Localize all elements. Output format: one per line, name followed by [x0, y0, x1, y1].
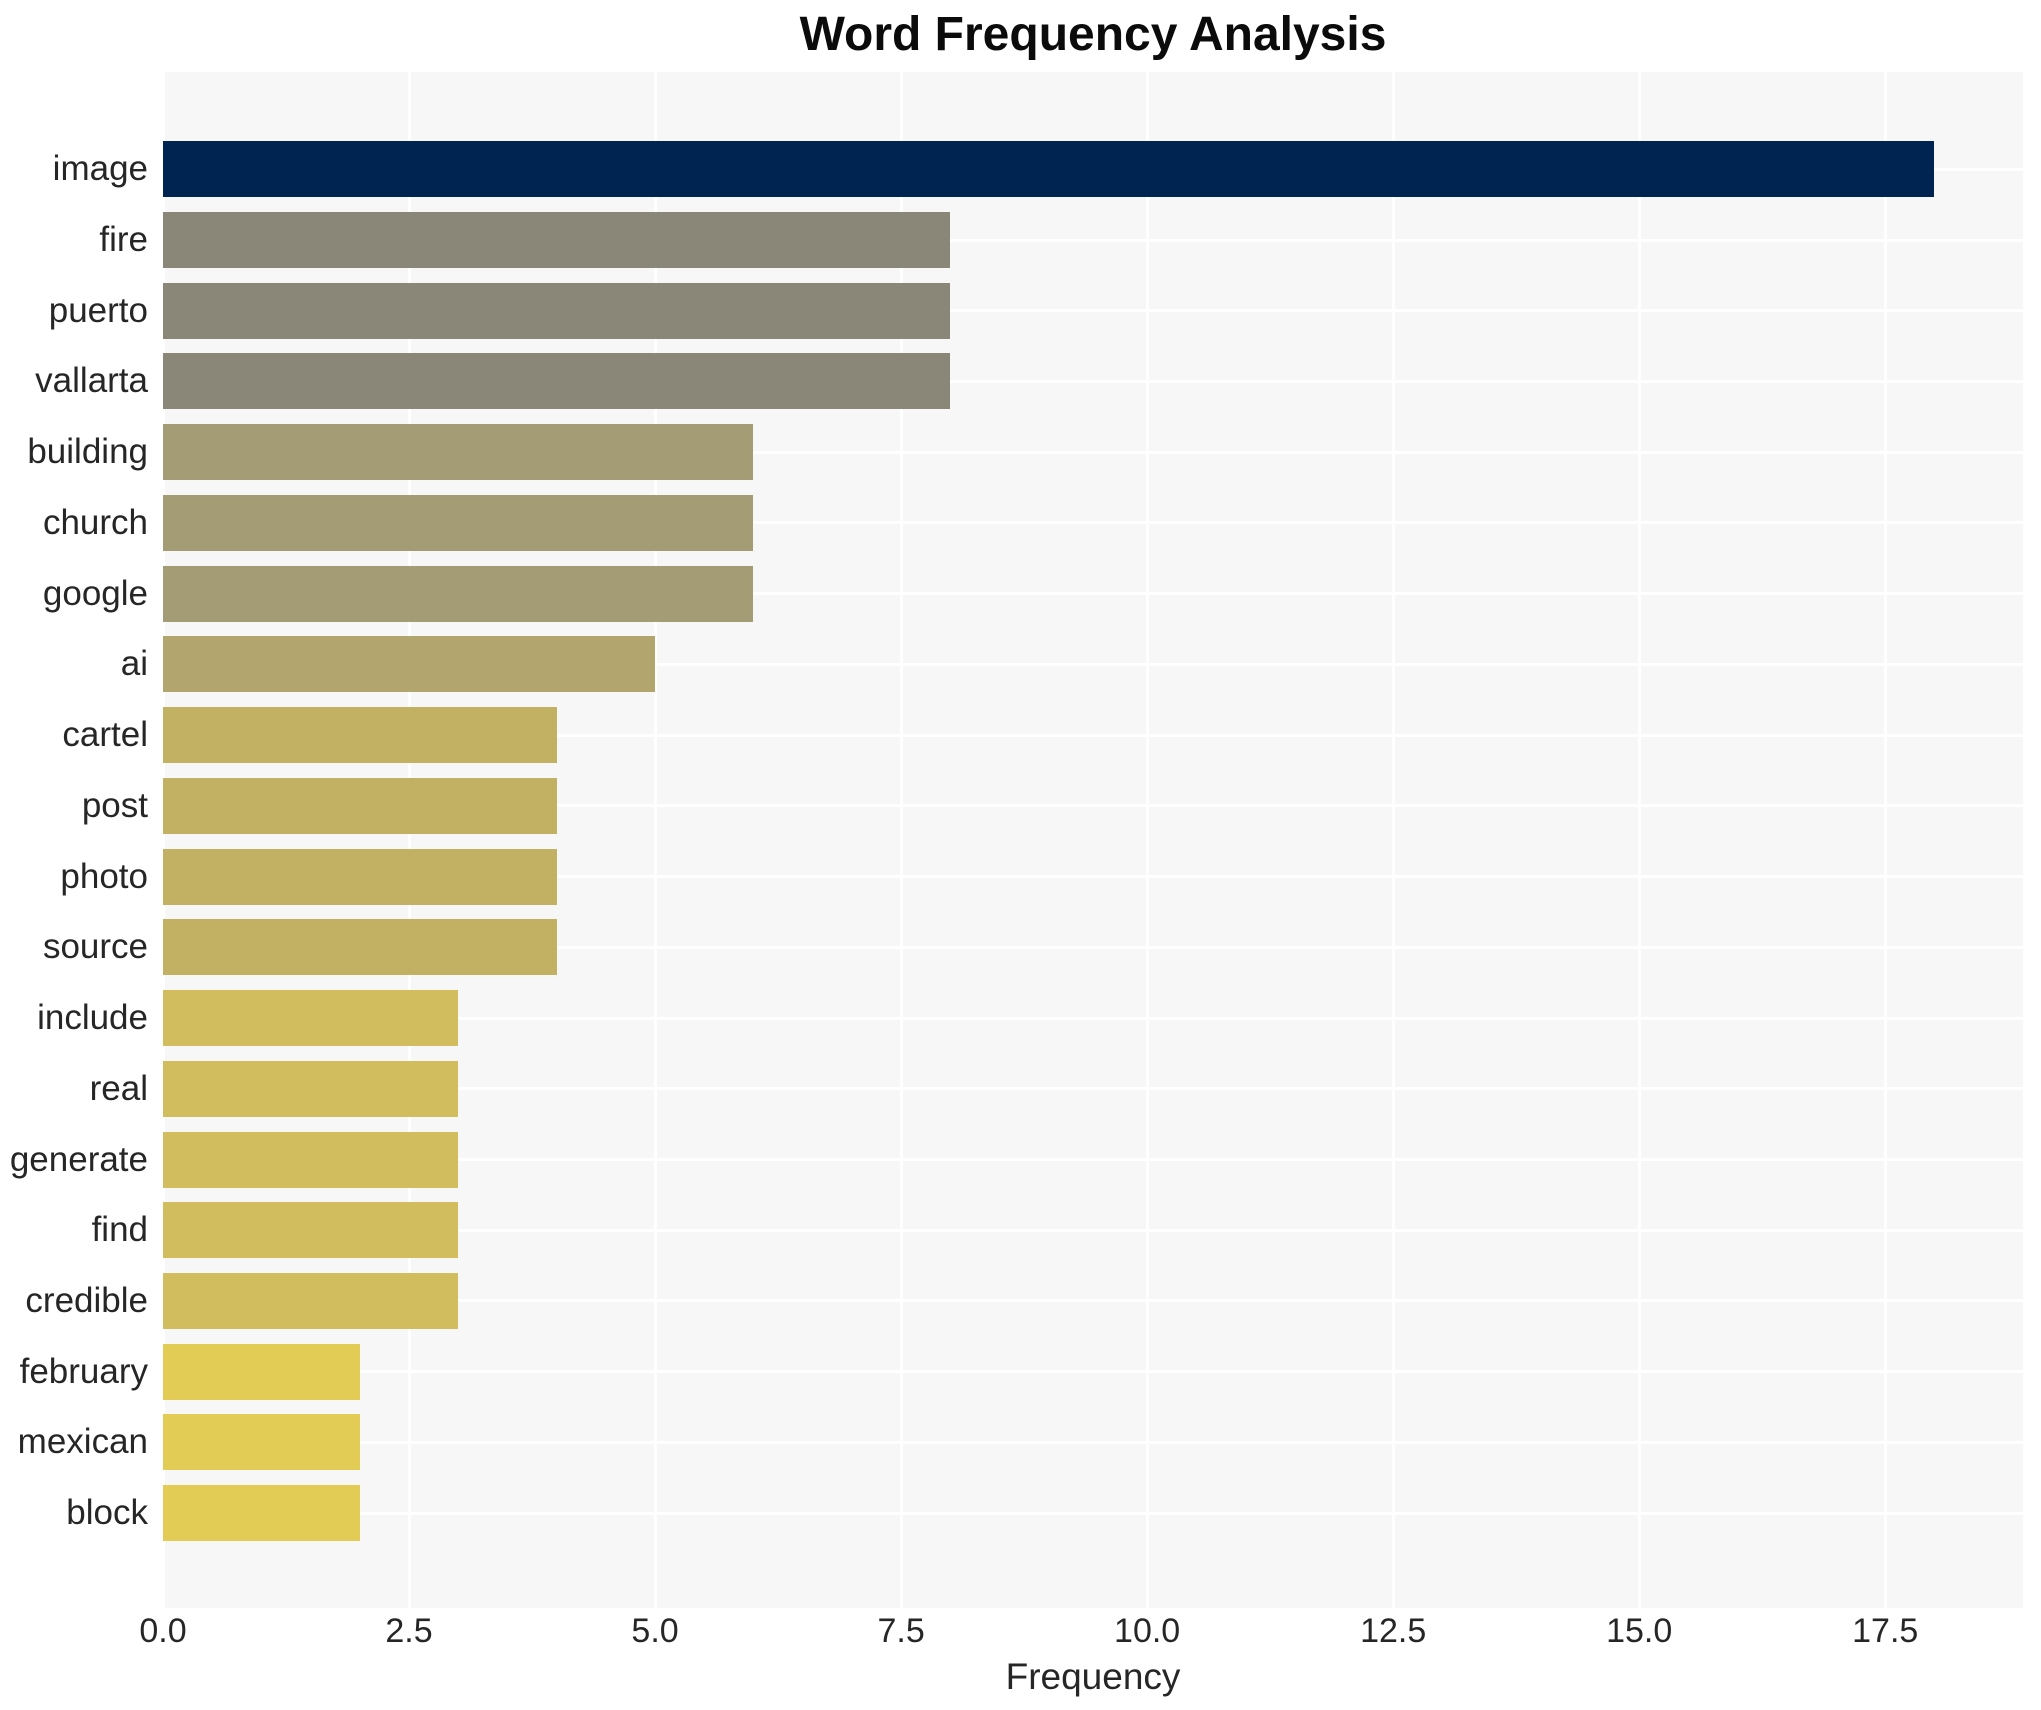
bar-include	[163, 990, 459, 1047]
y-gridline	[163, 1158, 2023, 1162]
x-tick-label: 17.5	[1852, 1612, 1919, 1650]
y-gridline	[163, 309, 2023, 313]
bar-credible	[163, 1272, 459, 1329]
y-gridline	[163, 521, 2023, 525]
y-gridline	[163, 1087, 2023, 1091]
y-gridline	[163, 733, 2023, 737]
bar-puerto	[163, 282, 951, 339]
bar-mexican	[163, 1414, 360, 1471]
bar-fire	[163, 212, 951, 269]
chart-title: Word Frequency Analysis	[799, 8, 1387, 61]
bar-vallarta	[163, 353, 951, 410]
y-gridline	[163, 1299, 2023, 1303]
x-tick-label: 10.0	[1114, 1612, 1181, 1650]
x-gridline	[899, 72, 903, 1608]
x-tick-label: 15.0	[1606, 1612, 1673, 1650]
bar-source	[163, 919, 557, 976]
bar-find	[163, 1202, 459, 1259]
bar-building	[163, 424, 754, 481]
bar-post	[163, 777, 557, 834]
y-tick-label: source	[42, 927, 148, 967]
y-tick-label: real	[89, 1068, 148, 1108]
x-gridline	[1637, 72, 1641, 1608]
y-tick-label: include	[37, 998, 148, 1038]
x-tick-label: 12.5	[1360, 1612, 1427, 1650]
x-gridline	[653, 72, 657, 1608]
bar-image	[163, 141, 1935, 198]
y-tick-label: photo	[60, 856, 148, 896]
y-gridline	[163, 662, 2023, 666]
y-gridline	[163, 1370, 2023, 1374]
y-gridline	[163, 379, 2023, 383]
y-gridline	[163, 945, 2023, 949]
y-tick-label: building	[27, 432, 148, 472]
y-gridline	[163, 1440, 2023, 1444]
x-gridline	[407, 72, 411, 1608]
x-gridline	[1391, 72, 1395, 1608]
y-gridline	[163, 804, 2023, 808]
bar-real	[163, 1060, 459, 1117]
bar-church	[163, 494, 754, 551]
y-tick-label: mexican	[17, 1422, 148, 1462]
bar-block	[163, 1485, 360, 1542]
y-tick-label: february	[19, 1351, 148, 1391]
y-tick-label: generate	[9, 1139, 148, 1179]
x-tick-label: 2.5	[385, 1612, 433, 1650]
y-tick-label: block	[66, 1493, 148, 1533]
y-tick-label: image	[52, 149, 148, 189]
y-tick-label: credible	[25, 1280, 148, 1320]
x-gridline	[161, 72, 165, 1608]
bar-google	[163, 565, 754, 622]
bar-ai	[163, 636, 656, 693]
y-tick-label: vallarta	[35, 361, 148, 401]
bar-cartel	[163, 707, 557, 764]
y-gridline	[163, 238, 2023, 242]
y-gridline	[163, 450, 2023, 454]
y-gridline	[163, 592, 2023, 596]
y-tick-label: cartel	[62, 715, 148, 755]
plot-area	[161, 72, 2023, 1608]
x-tick-label: 0.0	[139, 1612, 187, 1650]
y-tick-label: fire	[99, 220, 148, 260]
bar-generate	[163, 1131, 459, 1188]
y-gridline	[163, 1511, 2023, 1515]
y-gridline	[163, 1016, 2023, 1020]
x-tick-label: 7.5	[877, 1612, 925, 1650]
y-gridline	[163, 1228, 2023, 1232]
x-gridline	[1145, 72, 1149, 1608]
x-gridline	[1883, 72, 1887, 1608]
bar-february	[163, 1343, 360, 1400]
bar-photo	[163, 848, 557, 905]
x-axis-title: Frequency	[1005, 1656, 1181, 1697]
y-tick-label: google	[42, 573, 148, 613]
x-tick-label: 5.0	[631, 1612, 679, 1650]
y-gridline	[163, 875, 2023, 879]
y-tick-label: puerto	[48, 290, 148, 330]
y-tick-label: ai	[120, 644, 148, 684]
y-tick-label: find	[91, 1210, 148, 1250]
y-tick-label: church	[42, 502, 148, 542]
y-tick-label: post	[81, 785, 148, 825]
